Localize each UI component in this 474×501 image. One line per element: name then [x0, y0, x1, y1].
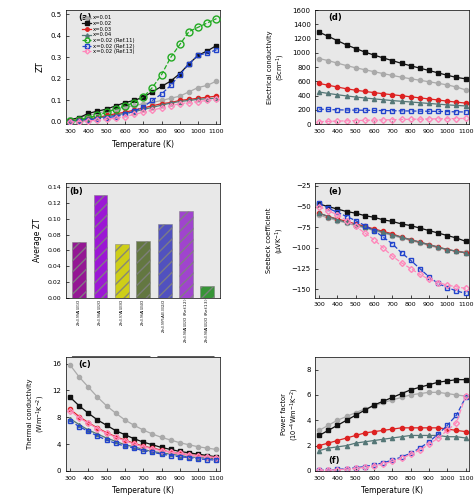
Text: Zn$_{0.98}$Al$_{0.02}$O: Zn$_{0.98}$Al$_{0.02}$O: [97, 298, 104, 326]
Text: Zn$_{0.99}$Al$_{0.01}$O: Zn$_{0.99}$Al$_{0.01}$O: [75, 298, 83, 326]
Text: Micro/nano structure: Micro/nano structure: [82, 368, 140, 373]
Text: (a): (a): [79, 14, 92, 23]
Text: Zn$_{0.98}$Al$_{0.02}$O (Ref.12): Zn$_{0.98}$Al$_{0.02}$O (Ref.12): [182, 298, 190, 344]
Legend: x=0.01, x=0.02, x=0.03, x=0.04, x=0.02 (Ref.11), x=0.02 (Ref.12), x=0.02 (Ref.13: x=0.01, x=0.02, x=0.03, x=0.04, x=0.02 (…: [82, 15, 135, 55]
Text: (d): (d): [328, 14, 342, 23]
Text: (c): (c): [79, 360, 91, 369]
Bar: [115, 244, 129, 298]
Bar: [72, 242, 86, 298]
Y-axis label: ZT: ZT: [36, 62, 45, 73]
Bar: [158, 224, 172, 298]
Bar: [179, 211, 193, 298]
Y-axis label: Seebeck coefficient
(μVK$^{-1}$): Seebeck coefficient (μVK$^{-1}$): [266, 208, 286, 273]
X-axis label: Temperature (K): Temperature (K): [112, 486, 174, 495]
Y-axis label: Average ZT: Average ZT: [33, 218, 42, 263]
Bar: [137, 241, 150, 298]
Y-axis label: Thermal conductivity
(Wm$^{-1}$K$^{-2}$): Thermal conductivity (Wm$^{-1}$K$^{-2}$): [27, 379, 47, 449]
Y-axis label: Electrical conductivity
(Scm$^{-1}$): Electrical conductivity (Scm$^{-1}$): [267, 31, 287, 104]
Text: Nano structure: Nano structure: [165, 368, 207, 373]
Text: Zn$_{0.9975}$Al$_{0.0025}$O: Zn$_{0.9975}$Al$_{0.0025}$O: [161, 298, 168, 333]
Bar: [93, 195, 108, 298]
Bar: [201, 286, 214, 298]
Text: (e): (e): [328, 187, 341, 196]
Y-axis label: Power factor
(10$^{-4}$Wm$^{-1}$K$^{-2}$): Power factor (10$^{-4}$Wm$^{-1}$K$^{-2}$…: [281, 387, 301, 441]
Text: Zn$_{0.97}$Al$_{0.03}$O: Zn$_{0.97}$Al$_{0.03}$O: [118, 298, 126, 326]
Text: Zn$_{0.96}$Al$_{0.04}$O: Zn$_{0.96}$Al$_{0.04}$O: [139, 298, 147, 326]
Text: Zn$_{0.98}$Al$_{0.02}$O (Ref.13): Zn$_{0.98}$Al$_{0.02}$O (Ref.13): [203, 298, 211, 344]
Text: (f): (f): [328, 456, 339, 465]
X-axis label: Temperature (K): Temperature (K): [361, 486, 423, 495]
Text: (b): (b): [69, 187, 83, 196]
X-axis label: Temperature (K): Temperature (K): [112, 139, 174, 148]
